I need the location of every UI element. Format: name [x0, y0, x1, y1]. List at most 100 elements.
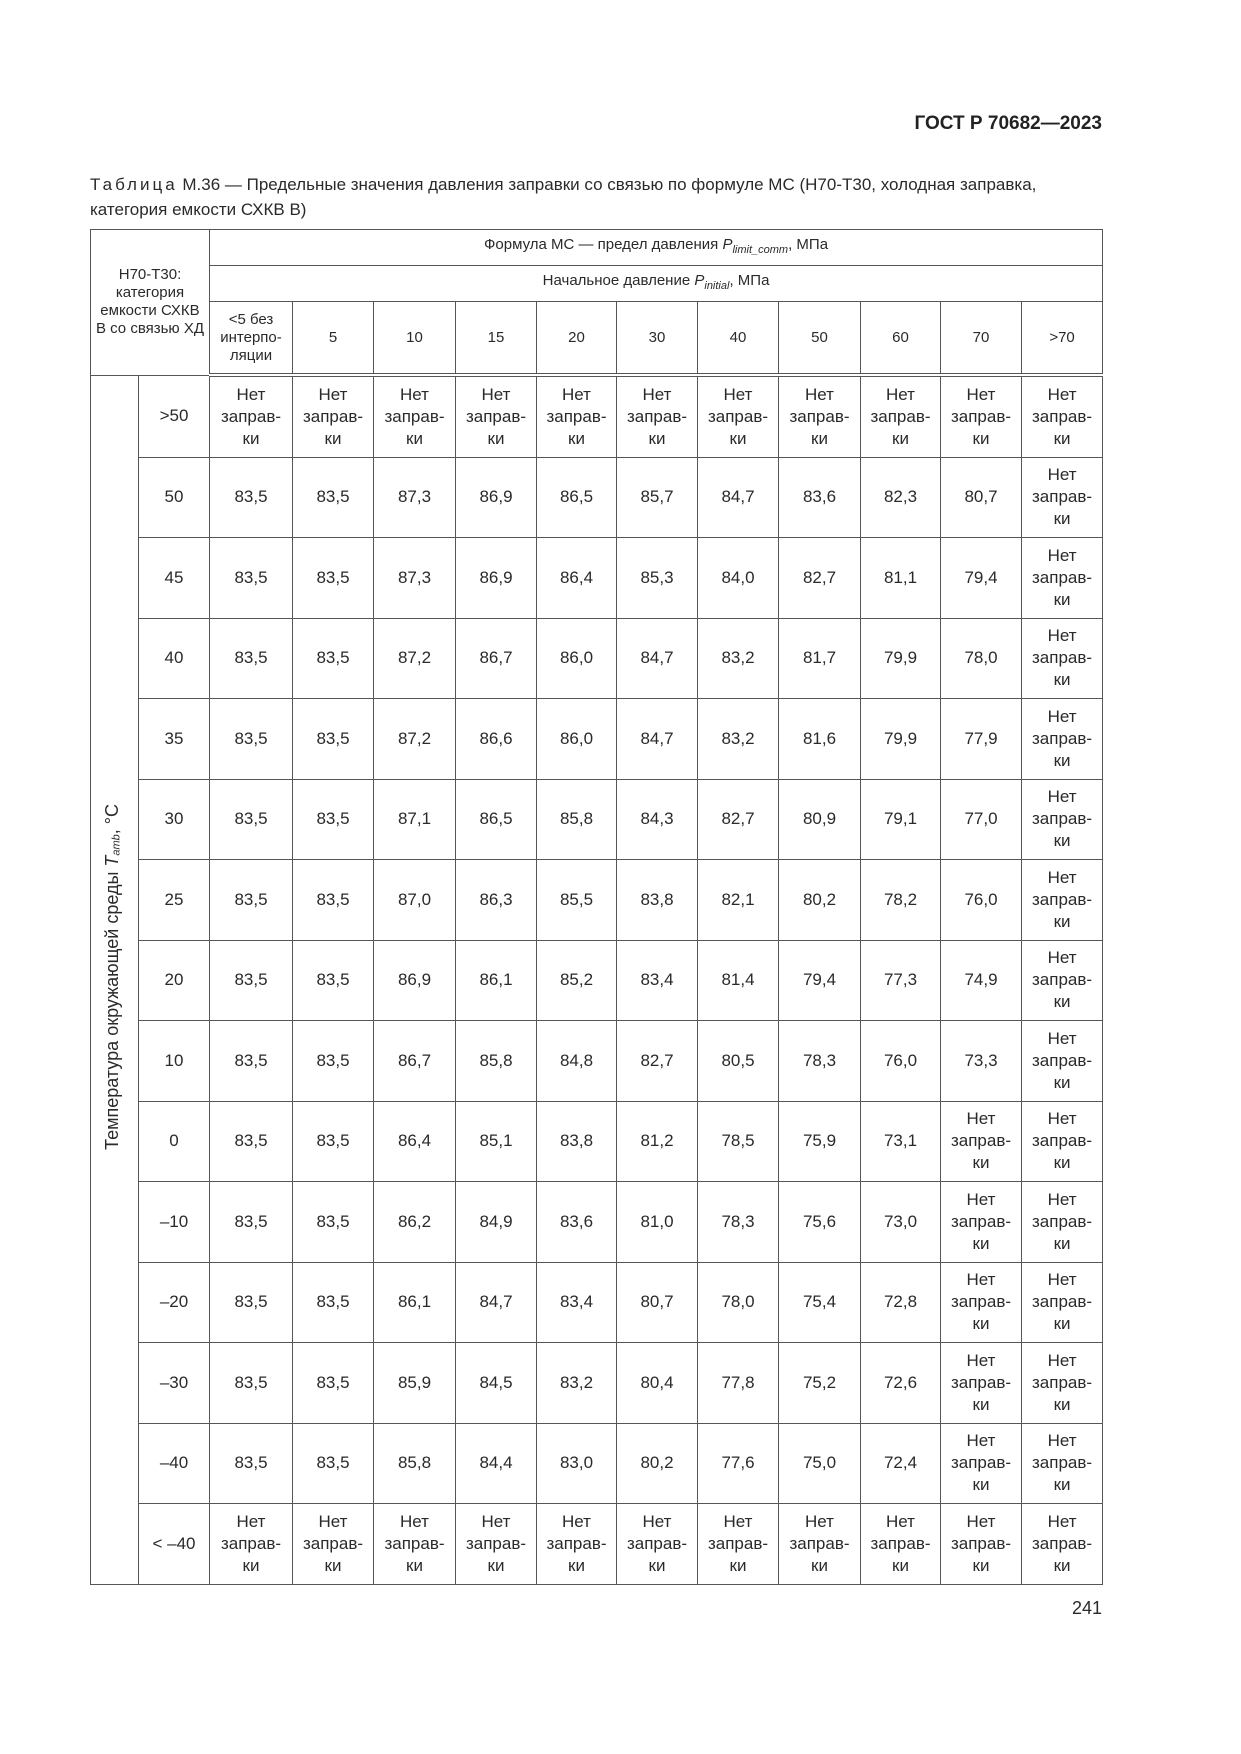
value-cell: 86,5 — [536, 456, 617, 538]
table-row: 40 83,5 83,5 87,2 86,7 86,0 84,7 83,2 81,7 79,9 78… — [91, 617, 1104, 699]
value-cell: 81,6 — [778, 698, 861, 780]
sub-header: Начальное давление Pinitial, МПа — [208, 265, 1104, 302]
table-row: –30 83,5 83,5 85,9 84,5 83,2 80,4 77,8 75,2 72,6 Н… — [91, 1342, 1104, 1424]
value-cell: 77,9 — [940, 698, 1022, 780]
value-cell: 86,1 — [455, 939, 537, 1021]
value-cell: 79,9 — [860, 617, 941, 699]
value-cell: 84,7 — [455, 1261, 537, 1343]
sub-header-unit: , МПа — [729, 272, 770, 289]
temperature-cell: –40 — [138, 1422, 210, 1504]
value-cell: 78,2 — [860, 859, 941, 941]
value-cell: 86,6 — [455, 698, 537, 780]
column-header: 60 — [860, 301, 941, 377]
value-cell: Нет заправ-ки — [209, 1503, 293, 1585]
value-cell: 85,8 — [455, 1020, 537, 1102]
value-cell: 81,1 — [860, 537, 941, 619]
column-header: 70 — [940, 301, 1022, 377]
temperature-cell: < –40 — [138, 1503, 210, 1585]
page-number: 241 — [1071, 1598, 1102, 1618]
value-cell: Нет заправ-ки — [860, 1503, 941, 1585]
temperature-cell: –20 — [138, 1261, 210, 1343]
row-axis-symbol: T — [102, 855, 123, 867]
value-cell: 83,8 — [616, 859, 698, 941]
row-axis-label: Температура окружающей среды Tamb, °C — [90, 374, 139, 1585]
value-cell: 82,7 — [778, 537, 861, 619]
value-cell: 81,0 — [616, 1181, 698, 1263]
value-cell: 83,5 — [209, 1422, 293, 1504]
value-cell: Нет заправ-ки — [1020, 374, 1104, 458]
value-cell: 83,5 — [292, 617, 374, 699]
table-row: 10 83,5 83,5 86,7 85,8 84,8 82,7 80,5 78,3 76,0 73… — [91, 1020, 1104, 1102]
value-cell: 87,1 — [373, 778, 456, 860]
value-cell: 77,8 — [697, 1342, 779, 1424]
value-cell: 83,2 — [536, 1342, 617, 1424]
value-cell: 87,0 — [373, 859, 456, 941]
value-cell: 83,5 — [292, 1181, 374, 1263]
value-cell: 77,3 — [860, 939, 941, 1021]
value-cell: 87,3 — [373, 456, 456, 538]
value-cell: Нет заправ-ки — [1020, 778, 1104, 860]
value-cell: 83,5 — [292, 537, 374, 619]
table-row: –10 83,5 83,5 86,2 84,9 83,6 81,0 78,3 75,6 73,0 Н… — [91, 1181, 1104, 1263]
value-cell: 76,0 — [860, 1020, 941, 1102]
value-cell: 80,2 — [616, 1422, 698, 1504]
value-cell: Нет заправ-ки — [778, 374, 861, 458]
value-cell: Нет заправ-ки — [697, 1503, 779, 1585]
value-cell: 86,1 — [373, 1261, 456, 1343]
value-cell: 86,9 — [373, 939, 456, 1021]
value-cell: 73,3 — [940, 1020, 1022, 1102]
sub-header-sub: initial — [704, 280, 730, 292]
value-cell: 83,6 — [536, 1181, 617, 1263]
value-cell: 72,8 — [860, 1261, 941, 1343]
value-cell: 75,6 — [778, 1181, 861, 1263]
value-cell: 72,6 — [860, 1342, 941, 1424]
value-cell: Нет заправ-ки — [616, 1503, 698, 1585]
value-cell: 87,2 — [373, 617, 456, 699]
temperature-cell: 25 — [138, 859, 210, 941]
value-cell: Нет заправ-ки — [1020, 617, 1104, 699]
value-cell: 78,0 — [940, 617, 1022, 699]
sub-header-symbol: P — [694, 272, 705, 289]
row-axis-sub: amb — [110, 833, 123, 856]
value-cell: 83,5 — [209, 1020, 293, 1102]
value-cell: Нет заправ-ки — [1020, 859, 1104, 941]
value-cell: 83,5 — [292, 778, 374, 860]
corner-header: Н70-Т30: категория емкости СХКВ В со свя… — [90, 229, 210, 376]
value-cell: 80,5 — [697, 1020, 779, 1102]
value-cell: 78,0 — [697, 1261, 779, 1343]
value-cell: 82,7 — [616, 1020, 698, 1102]
value-cell: Нет заправ-ки — [940, 1181, 1022, 1263]
value-cell: Нет заправ-ки — [1020, 1422, 1104, 1504]
table-row: –20 83,5 83,5 86,1 84,7 83,4 80,7 78,0 75,4 72,8 Н… — [91, 1261, 1104, 1343]
row-axis-text: Температура окружающей среды — [102, 866, 123, 1150]
table-row: 0 83,5 83,5 86,4 85,1 83,8 81,2 78,5 75,9 73,1 Нет… — [91, 1100, 1104, 1182]
table-row: 35 83,5 83,5 87,2 86,6 86,0 84,7 83,2 81,6 79,9 77… — [91, 698, 1104, 780]
temperature-cell: –30 — [138, 1342, 210, 1424]
column-header: 50 — [778, 301, 861, 377]
value-cell: 83,5 — [209, 456, 293, 538]
group-header-symbol: P — [722, 236, 733, 253]
temperature-cell: 35 — [138, 698, 210, 780]
value-cell: Нет заправ-ки — [940, 1422, 1022, 1504]
value-cell: 82,3 — [860, 456, 941, 538]
table-row: < –40 Нет заправ-ки Нет заправ-ки Нет запра… — [91, 1503, 1104, 1585]
temperature-cell: 30 — [138, 778, 210, 860]
column-header: 15 — [455, 301, 537, 377]
value-cell: 84,4 — [455, 1422, 537, 1504]
value-cell: 75,4 — [778, 1261, 861, 1343]
standard-number: ГОСТ Р 70682—2023 — [914, 113, 1103, 134]
value-cell: 86,4 — [536, 537, 617, 619]
value-cell: Нет заправ-ки — [1020, 1100, 1104, 1182]
value-cell: 77,0 — [940, 778, 1022, 860]
value-cell: 81,2 — [616, 1100, 698, 1182]
value-cell: Нет заправ-ки — [1020, 456, 1104, 538]
value-cell: 75,9 — [778, 1100, 861, 1182]
value-cell: Нет заправ-ки — [536, 374, 617, 458]
value-cell: 80,2 — [778, 859, 861, 941]
table-row: 20 83,5 83,5 86,9 86,1 85,2 83,4 81,4 79,4 77,3 74… — [91, 939, 1104, 1021]
temperature-cell: 20 — [138, 939, 210, 1021]
value-cell: 85,7 — [616, 456, 698, 538]
temperature-cell: 40 — [138, 617, 210, 699]
value-cell: 83,2 — [697, 698, 779, 780]
value-cell: 84,3 — [616, 778, 698, 860]
